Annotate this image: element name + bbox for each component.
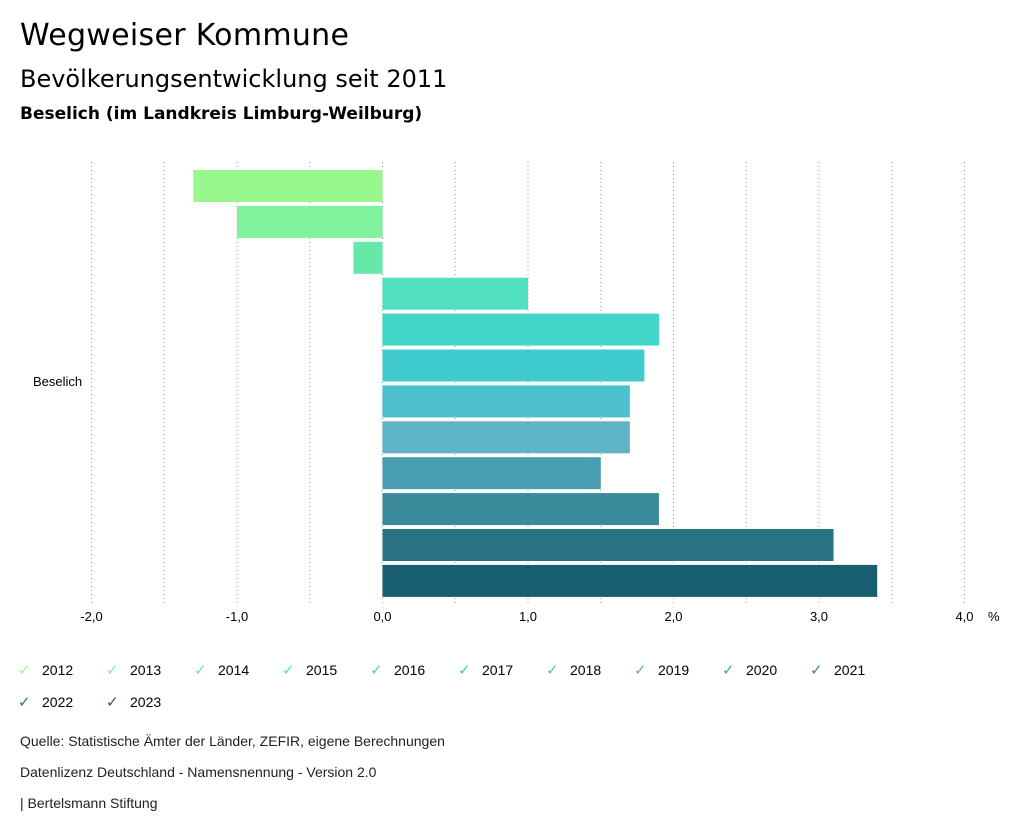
legend-label: 2020	[746, 662, 778, 678]
bar-2018[interactable]	[382, 385, 630, 418]
legend-item-2019[interactable]: ✓ 2019	[634, 658, 722, 690]
legend-item-2018[interactable]: ✓ 2018	[546, 658, 634, 690]
check-icon: ✓	[282, 662, 295, 679]
chart-subtitle: Bevölkerungsentwicklung seit 2011	[20, 65, 448, 93]
bar-2019[interactable]	[382, 421, 630, 454]
legend-label: 2017	[482, 662, 514, 678]
legend-label: 2014	[218, 662, 250, 678]
legend-label: 2019	[658, 662, 690, 678]
publisher-note: | Bertelsmann Stiftung	[20, 795, 158, 811]
x-tick-label: -2,0	[80, 609, 102, 624]
x-tick-label: 0,0	[373, 609, 391, 624]
legend-item-2020[interactable]: ✓ 2020	[722, 658, 810, 690]
source-note: Quelle: Statistische Ämter der Länder, Z…	[20, 733, 445, 749]
bar-2017[interactable]	[382, 349, 645, 382]
check-icon: ✓	[458, 662, 471, 679]
page-title: Wegweiser Kommune	[20, 18, 350, 53]
legend-label: 2015	[306, 662, 338, 678]
x-tick-label: 1,0	[519, 609, 537, 624]
region-label: Beselich (im Landkreis Limburg-Weilburg)	[20, 104, 423, 124]
x-tick-label: 2,0	[664, 609, 682, 624]
legend-label: 2013	[130, 662, 162, 678]
bar-2014[interactable]	[353, 241, 383, 274]
legend-label: 2018	[570, 662, 602, 678]
legend-item-2017[interactable]: ✓ 2017	[458, 658, 546, 690]
legend-item-2012[interactable]: ✓ 2012	[18, 658, 106, 690]
bars	[193, 170, 878, 597]
unit-label: %	[988, 609, 1000, 624]
legend-item-2021[interactable]: ✓ 2021	[810, 658, 898, 690]
bar-2015[interactable]	[382, 277, 529, 310]
check-icon: ✓	[106, 662, 119, 679]
legend-label: 2016	[394, 662, 426, 678]
check-icon: ✓	[194, 662, 207, 679]
check-icon: ✓	[18, 694, 31, 711]
legend-item-2016[interactable]: ✓ 2016	[370, 658, 458, 690]
check-icon: ✓	[722, 662, 735, 679]
check-icon: ✓	[18, 662, 31, 679]
check-icon: ✓	[634, 662, 647, 679]
legend-label: 2012	[42, 662, 74, 678]
x-tick-label: 3,0	[810, 609, 828, 624]
bar-2016[interactable]	[382, 313, 659, 346]
check-icon: ✓	[370, 662, 383, 679]
legend-item-2015[interactable]: ✓ 2015	[282, 658, 370, 690]
legend-label: 2022	[42, 694, 74, 710]
category-label: Beselich	[33, 374, 82, 389]
check-icon: ✓	[106, 694, 119, 711]
grid-lines	[91, 162, 965, 603]
x-axis: -2,0 -1,0 0,0 1,0 2,0 3,0 4,0	[80, 609, 973, 624]
bar-2020[interactable]	[382, 457, 601, 490]
bar-chart: -2,0 -1,0 0,0 1,0 2,0 3,0 4,0 Beselich %	[33, 162, 1000, 624]
bar-2013[interactable]	[237, 205, 383, 238]
check-icon: ✓	[546, 662, 559, 679]
legend-label: 2021	[834, 662, 866, 678]
check-icon: ✓	[810, 662, 823, 679]
legend-item-2023[interactable]: ✓ 2023	[106, 690, 194, 722]
legend-item-2022[interactable]: ✓ 2022	[18, 690, 106, 722]
bar-2023[interactable]	[382, 564, 878, 597]
legend: ✓ 2012 ✓ 2013 ✓ 2014 ✓ 2015 ✓ 2016 ✓ 2017 ✓ 2018 ✓ 2019…	[18, 658, 918, 722]
license-note: Datenlizenz Deutschland - Namensnennung …	[20, 764, 377, 780]
x-tick-label: 4,0	[955, 609, 973, 624]
legend-item-2014[interactable]: ✓ 2014	[194, 658, 282, 690]
bar-2022[interactable]	[382, 529, 834, 561]
legend-item-2013[interactable]: ✓ 2013	[106, 658, 194, 690]
legend-label: 2023	[130, 694, 162, 710]
bar-2021[interactable]	[382, 493, 659, 526]
x-tick-label: -1,0	[226, 609, 248, 624]
bar-2012[interactable]	[193, 170, 383, 202]
